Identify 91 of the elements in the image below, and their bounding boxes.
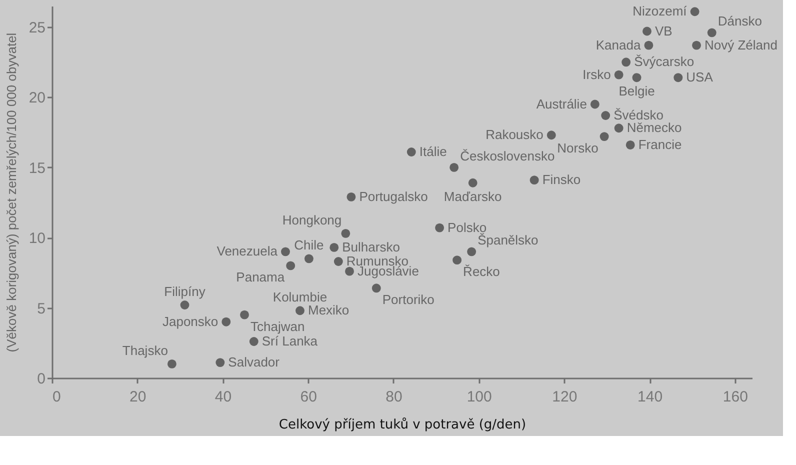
- point: [372, 284, 381, 293]
- point: [216, 358, 225, 368]
- annotation: Norsko: [557, 140, 598, 156]
- annotation: Maďarsko: [444, 188, 502, 204]
- point: [468, 178, 478, 188]
- point: [600, 132, 609, 142]
- point: [707, 28, 716, 38]
- annotation: Kanada: [596, 37, 642, 52]
- point: [674, 73, 683, 82]
- point: [346, 192, 356, 202]
- annotation: Finsko: [542, 172, 581, 188]
- point: [281, 247, 290, 256]
- y-tick-label: 5: [37, 300, 46, 318]
- annotation: Nový Zéland: [704, 37, 778, 52]
- point: [406, 148, 416, 156]
- point: [626, 140, 635, 150]
- annotation: Tchajwan: [250, 318, 305, 334]
- x-tick-label: 60: [300, 388, 317, 406]
- x-tick-label: 20: [130, 388, 146, 406]
- point: [341, 228, 350, 238]
- x-tick-label: 120: [552, 388, 578, 406]
- y-axis-title: (Věkově korigovaný) počet zemřelých/100 000 obyvatel: [4, 32, 19, 352]
- annotation: Portugalsko: [359, 188, 428, 204]
- point: [614, 124, 624, 133]
- annotation: Chile: [294, 238, 324, 253]
- point: [304, 254, 314, 264]
- x-tick-label: 160: [722, 388, 748, 406]
- point: [345, 266, 354, 276]
- point: [180, 300, 190, 310]
- point: [546, 130, 556, 140]
- y-tick-label: 25: [28, 20, 46, 37]
- y-tick-label: 10: [28, 230, 46, 248]
- annotation: Filipíny: [164, 284, 206, 300]
- point: [435, 223, 444, 232]
- annotation: Panama: [236, 270, 286, 285]
- point: [334, 257, 343, 266]
- point: [249, 337, 258, 346]
- annotation: VB: [655, 23, 672, 38]
- annotation: Nizozemí: [632, 4, 688, 19]
- x-tick-label: 40: [214, 388, 232, 406]
- point: [614, 70, 624, 80]
- point: [467, 247, 476, 256]
- point: [642, 26, 652, 36]
- annotation: Dánsko: [718, 14, 762, 29]
- annotation: Německo: [626, 120, 682, 136]
- annotation: Itálie: [419, 144, 447, 159]
- point: [622, 58, 631, 67]
- x-tick-label: 80: [386, 388, 402, 406]
- point: [167, 360, 176, 368]
- annotation: Bulharsko: [342, 239, 400, 254]
- annotation: USA: [686, 70, 714, 85]
- y-tick-label: 15: [28, 160, 46, 177]
- point: [632, 73, 642, 82]
- point: [690, 7, 700, 16]
- annotation: Salvador: [228, 354, 280, 370]
- point: [601, 111, 610, 120]
- point: [644, 40, 654, 50]
- annotation: Francie: [638, 136, 682, 152]
- annotation: Řecko: [463, 264, 500, 280]
- point: [240, 310, 249, 320]
- x-axis-title: Celkový příjem tuků v potravě (g/den): [278, 416, 526, 432]
- annotation: Mexiko: [308, 302, 350, 318]
- x-tick-label: 140: [638, 388, 663, 406]
- annotation: Japonsko: [162, 314, 218, 329]
- annotation: Venezuela: [216, 244, 278, 259]
- y-tick-label: 0: [37, 370, 46, 388]
- point: [692, 40, 701, 50]
- annotation: Belgie: [618, 84, 655, 99]
- point: [590, 100, 600, 109]
- x-tick-label: 0: [52, 388, 61, 406]
- annotation: Irsko: [582, 66, 611, 82]
- annotation: Kolumbie: [272, 290, 328, 305]
- annotation: Austrálie: [536, 96, 587, 112]
- point: [296, 306, 304, 316]
- annotation: Thajsko: [122, 342, 168, 358]
- annotation: Československo: [460, 148, 555, 164]
- annotation: Hongkong: [282, 212, 342, 228]
- point: [530, 176, 539, 185]
- x-tick-label: 100: [466, 388, 492, 406]
- annotation: Švédsko: [614, 107, 664, 122]
- point: [286, 261, 296, 270]
- point: [330, 242, 339, 252]
- annotation: Srí Lanka: [262, 334, 318, 348]
- y-tick-label: 20: [28, 90, 46, 107]
- point: [452, 256, 462, 265]
- annotation: Portoriko: [382, 292, 434, 308]
- annotation: Rakousko: [486, 127, 544, 142]
- annotation: Španělsko: [478, 232, 538, 248]
- annotation: Švýcarsko: [634, 54, 694, 70]
- point: [222, 317, 231, 326]
- point: [450, 162, 459, 172]
